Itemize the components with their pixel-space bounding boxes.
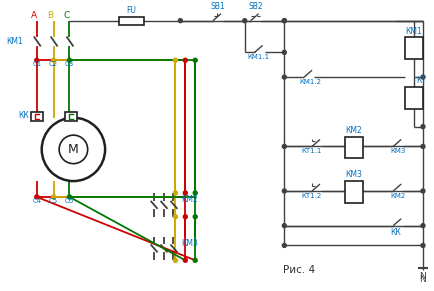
Text: КМ1: КМ1 (406, 26, 422, 36)
Circle shape (35, 195, 39, 199)
Text: КМ3: КМ3 (345, 170, 362, 179)
Text: A: A (31, 11, 37, 20)
Circle shape (283, 224, 286, 228)
Circle shape (193, 191, 197, 195)
Text: C2: C2 (49, 61, 58, 67)
Text: FU: FU (126, 6, 136, 15)
Text: C1: C1 (32, 61, 41, 67)
Circle shape (283, 19, 286, 23)
Circle shape (421, 75, 425, 79)
Text: КТ1.1: КТ1.1 (301, 148, 322, 155)
Text: КМ2: КМ2 (181, 195, 198, 204)
Text: КК: КК (390, 228, 401, 237)
Circle shape (183, 258, 187, 262)
Bar (405, 38, 423, 59)
Bar (31, 112, 43, 121)
Text: C: C (63, 11, 69, 20)
Circle shape (174, 58, 178, 62)
Text: КМ3: КМ3 (390, 148, 406, 155)
Circle shape (174, 191, 178, 195)
Text: КТ1.2: КТ1.2 (301, 193, 322, 199)
Circle shape (174, 215, 178, 219)
Bar (405, 87, 423, 109)
Text: C3: C3 (65, 61, 74, 67)
Circle shape (67, 58, 72, 62)
Text: C5: C5 (49, 198, 58, 204)
Text: КК: КК (18, 111, 29, 120)
Circle shape (421, 125, 425, 129)
Circle shape (52, 58, 56, 62)
Text: N: N (420, 272, 426, 281)
Circle shape (193, 215, 197, 219)
Bar (345, 181, 362, 203)
Text: N: N (420, 275, 426, 284)
Circle shape (283, 144, 286, 148)
Circle shape (421, 224, 425, 228)
Text: КМ2: КМ2 (390, 193, 405, 199)
Bar (66, 112, 77, 121)
Circle shape (178, 19, 182, 23)
Circle shape (421, 144, 425, 148)
Bar (119, 17, 144, 25)
Text: SB2: SB2 (248, 2, 263, 11)
Circle shape (174, 258, 178, 262)
Circle shape (183, 58, 187, 62)
Text: КМ2: КМ2 (345, 125, 362, 134)
Circle shape (67, 195, 72, 199)
Bar (345, 136, 362, 158)
Text: КМ1.1: КМ1.1 (248, 54, 270, 60)
Circle shape (283, 189, 286, 193)
Text: SB1: SB1 (210, 2, 225, 11)
Circle shape (421, 244, 425, 247)
Circle shape (193, 258, 197, 262)
Circle shape (243, 19, 247, 23)
Text: C4: C4 (32, 198, 41, 204)
Text: C6: C6 (65, 198, 74, 204)
Text: КМ1: КМ1 (6, 37, 23, 46)
Text: КМ1.2: КМ1.2 (299, 79, 321, 85)
Circle shape (35, 58, 39, 62)
Text: КТ: КТ (416, 76, 426, 85)
Circle shape (283, 19, 286, 23)
Circle shape (283, 75, 286, 79)
Text: B: B (48, 11, 54, 20)
Circle shape (283, 244, 286, 247)
Circle shape (283, 50, 286, 54)
Text: М: М (68, 143, 79, 156)
Circle shape (183, 191, 187, 195)
Circle shape (193, 58, 197, 62)
Circle shape (52, 195, 56, 199)
Text: КМ3: КМ3 (181, 239, 198, 248)
Circle shape (421, 189, 425, 193)
Text: Рис. 4: Рис. 4 (283, 265, 315, 275)
Circle shape (183, 215, 187, 219)
